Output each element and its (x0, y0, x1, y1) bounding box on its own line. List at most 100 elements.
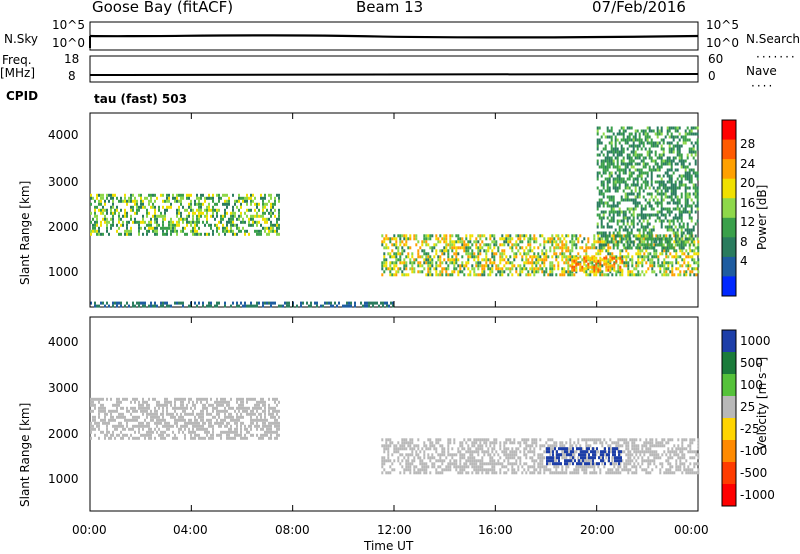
power-cell (491, 255, 494, 259)
power-cell (688, 150, 691, 154)
nsearch-tick-top: 10^5 (706, 18, 739, 32)
power-cell (493, 240, 496, 244)
power-cell (693, 273, 696, 277)
velocity-cell (465, 471, 468, 475)
velocity-cell (649, 441, 652, 445)
power-cell (176, 232, 178, 236)
power-cell (636, 180, 639, 184)
velocity-cell (409, 444, 412, 448)
power-cell (122, 220, 124, 224)
power-cell (154, 220, 156, 224)
velocity-cell (110, 412, 112, 416)
velocity-cell (507, 462, 510, 466)
power-cell (541, 258, 544, 262)
power-cell (443, 252, 446, 256)
power-cell (583, 259, 586, 263)
power-cell (667, 264, 670, 268)
velocity-cell (459, 441, 462, 445)
power-cell (152, 205, 154, 209)
power-cell (623, 234, 626, 238)
velocity-cell (230, 427, 232, 431)
velocity-cell (106, 421, 108, 425)
power-cell (503, 240, 506, 244)
velocity-cell (228, 412, 230, 416)
power-cell (665, 234, 668, 238)
power-cell (686, 198, 689, 202)
velocity-cell (605, 441, 608, 445)
power-cell (479, 273, 482, 277)
power-cell (485, 243, 488, 247)
velocity-cell (270, 436, 272, 440)
velocity-cell (190, 397, 192, 401)
velocity-cell (611, 462, 614, 466)
power-cell (606, 159, 609, 163)
power-cell (256, 232, 258, 236)
power-cell (487, 273, 490, 277)
power-cell (660, 201, 663, 205)
power-cell (632, 243, 635, 247)
power-cell (662, 213, 665, 217)
velocity-cell (206, 400, 208, 404)
power-cell (664, 159, 667, 163)
velocity-cell (250, 433, 252, 437)
velocity-cell (180, 403, 182, 407)
power-cell (519, 264, 522, 268)
power-cell (618, 171, 621, 175)
power-cell (601, 237, 604, 241)
power-cell (694, 150, 697, 154)
power-cell (519, 246, 522, 250)
power-cell (618, 225, 621, 229)
power-cell (154, 217, 156, 221)
power-cell (443, 234, 446, 238)
velocity-cell (220, 397, 222, 401)
velocity-cell (433, 444, 436, 448)
power-cell (160, 193, 162, 197)
power-cell (630, 144, 633, 148)
power-cell (383, 240, 386, 244)
velocity-cell (469, 438, 472, 442)
velocity-cell (399, 447, 402, 451)
power-cell (603, 259, 606, 263)
power-cell (389, 252, 392, 256)
power-cell (634, 150, 637, 154)
power-cell (477, 267, 480, 271)
velocity-cell (242, 436, 244, 440)
velocity-cell (587, 444, 590, 448)
velocity-cell (651, 450, 654, 454)
power-cell (260, 193, 262, 197)
velocity-cell (431, 456, 434, 460)
power-cell (575, 243, 578, 247)
power-cell (234, 202, 236, 206)
xtick: 04:00 (173, 523, 208, 537)
power-cell (688, 147, 691, 151)
power-cell (633, 273, 636, 277)
velocity-cell (224, 418, 226, 422)
velocity-cell (264, 400, 266, 404)
power-cell (118, 226, 120, 230)
power-cell (392, 304, 394, 308)
power-cell (589, 265, 592, 269)
power-cell (200, 211, 202, 215)
power-cell (569, 270, 572, 274)
power-cell (628, 225, 631, 229)
power-cell (652, 198, 655, 202)
velocity-cell (455, 468, 458, 472)
power-cell (334, 301, 336, 305)
power-cell (680, 219, 683, 223)
power-cell (380, 301, 382, 305)
power-cell (676, 198, 679, 202)
velocity-cell (419, 456, 422, 460)
power-cell (676, 150, 679, 154)
power-cell (443, 237, 446, 241)
power-cell (393, 234, 396, 238)
power-cell (102, 301, 104, 305)
power-cell (114, 193, 116, 197)
velocity-cell (106, 412, 108, 416)
velocity-cell (453, 441, 456, 445)
power-cell (561, 267, 564, 271)
power-cell (242, 220, 244, 224)
velocity-cell (459, 462, 462, 466)
power-cell (200, 208, 202, 212)
velocity-cell (441, 462, 444, 466)
power-cell (515, 267, 518, 271)
